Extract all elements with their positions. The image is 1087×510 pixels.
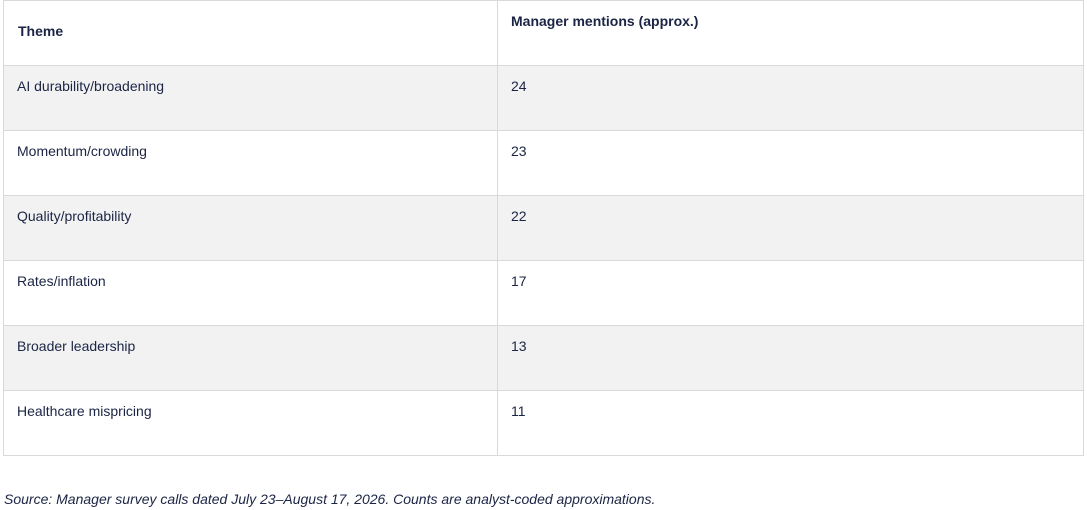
table-row: Quality/profitability 22 [3,195,1084,261]
mentions-cell: 22 [497,195,1084,261]
table-header-row: Theme Manager mentions (approx.) [3,0,1084,66]
theme-cell: Rates/inflation [3,260,498,326]
header-manager-mentions: Manager mentions (approx.) [497,0,1084,66]
table-row: Healthcare mispricing 11 [3,390,1084,456]
mentions-cell: 11 [497,390,1084,456]
table-row: Rates/inflation 17 [3,260,1084,326]
mentions-cell: 13 [497,325,1084,391]
mentions-cell: 17 [497,260,1084,326]
source-note: Source: Manager survey calls dated July … [4,491,656,507]
table-row: AI durability/broadening 24 [3,65,1084,131]
themes-table: Theme Manager mentions (approx.) AI dura… [3,0,1084,456]
theme-cell: Healthcare mispricing [3,390,498,456]
theme-cell: Broader leadership [3,325,498,391]
header-theme: Theme [3,0,498,66]
theme-cell: AI durability/broadening [3,65,498,131]
table-row: Broader leadership 13 [3,325,1084,391]
table-row: Momentum/crowding 23 [3,130,1084,196]
theme-cell: Momentum/crowding [3,130,498,196]
theme-cell: Quality/profitability [3,195,498,261]
mentions-cell: 24 [497,65,1084,131]
mentions-cell: 23 [497,130,1084,196]
